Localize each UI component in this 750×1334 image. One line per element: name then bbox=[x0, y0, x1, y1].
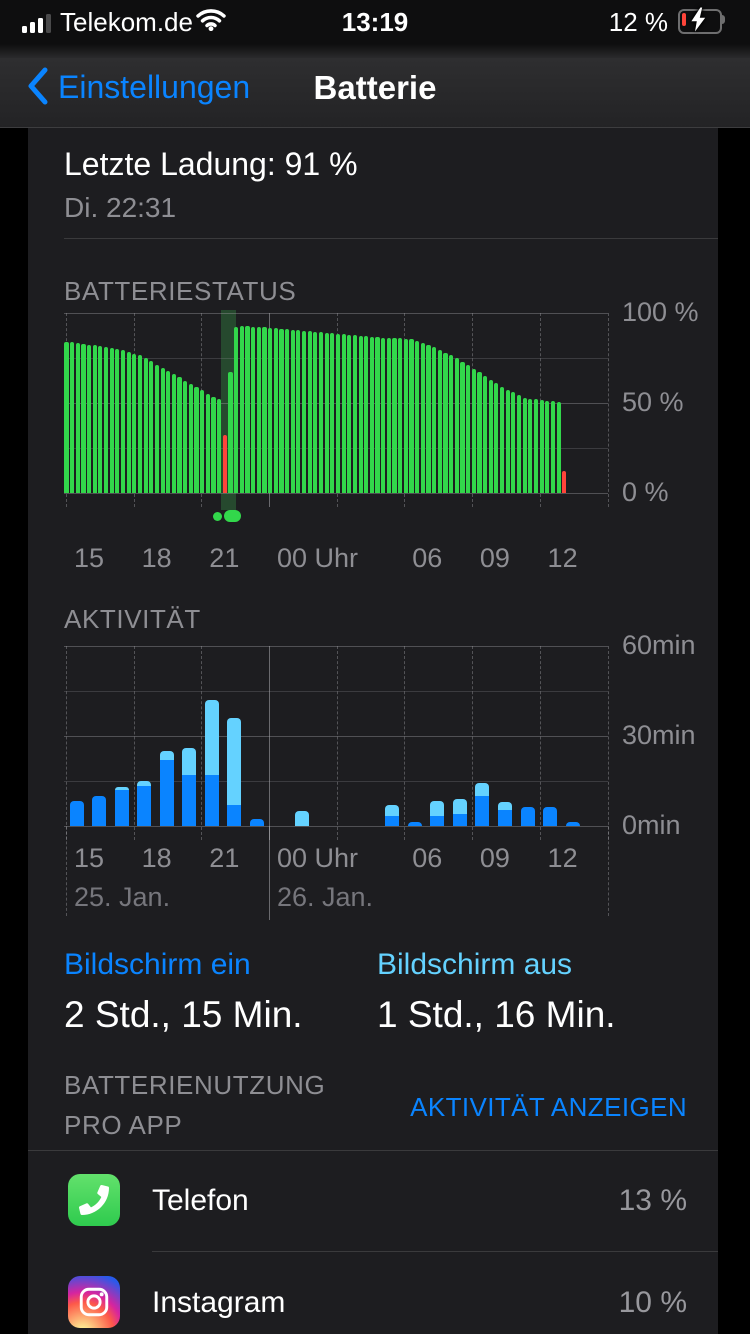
app-usage-list: Telefon 13 % Instagram 10 % bbox=[0, 1150, 750, 1334]
instagram-icon-badge bbox=[68, 1276, 120, 1328]
usage-title-line2: PRO APP bbox=[64, 1110, 183, 1140]
screen-on-label: Bildschirm ein bbox=[64, 948, 251, 981]
app-name: Instagram bbox=[152, 1286, 286, 1319]
section-divider bbox=[64, 238, 718, 239]
carrier-label: Telekom.de bbox=[60, 7, 193, 37]
last-charge-label: Letzte Ladung: 91 % bbox=[64, 146, 358, 182]
cellular-signal-icon bbox=[22, 14, 51, 33]
instagram-icon bbox=[79, 1287, 109, 1317]
screen-off-label: Bildschirm aus bbox=[377, 948, 573, 981]
content-panel bbox=[28, 128, 718, 1334]
battery-chart-title: BATTERIESTATUS bbox=[64, 276, 297, 306]
phone-icon-badge bbox=[68, 1174, 120, 1226]
page-title: Batterie bbox=[313, 69, 437, 106]
phone-icon bbox=[79, 1185, 109, 1215]
row-divider bbox=[152, 1251, 718, 1252]
nav-divider bbox=[0, 127, 750, 128]
last-charge-time: Di. 22:31 bbox=[64, 192, 177, 223]
app-name: Telefon bbox=[152, 1184, 249, 1217]
wifi-icon bbox=[196, 9, 226, 31]
screen-on-value: 2 Std., 15 Min. bbox=[64, 994, 303, 1035]
app-battery-percent: 13 % bbox=[618, 1184, 687, 1217]
app-row[interactable]: Telefon 13 % bbox=[28, 1150, 718, 1252]
clock-label: 13:19 bbox=[341, 7, 409, 37]
back-button[interactable]: Einstellungen bbox=[58, 69, 251, 105]
app-battery-percent: 10 % bbox=[618, 1286, 687, 1319]
app-row[interactable]: Instagram 10 % bbox=[28, 1252, 718, 1334]
show-activity-button[interactable]: AKTIVITÄT ANZEIGEN bbox=[410, 1092, 687, 1122]
battery-fill bbox=[682, 13, 686, 26]
battery-percent-label: 12 % bbox=[608, 7, 668, 37]
battery-cap bbox=[722, 15, 725, 24]
activity-chart-title: AKTIVITÄT bbox=[64, 604, 201, 634]
screen-off-value: 1 Std., 16 Min. bbox=[377, 994, 616, 1035]
nav-bar bbox=[0, 58, 750, 128]
list-top-divider bbox=[28, 1150, 718, 1151]
usage-title-line1: BATTERIENUTZUNG bbox=[64, 1070, 326, 1100]
charging-bolt-icon bbox=[691, 7, 706, 32]
back-chevron-icon[interactable] bbox=[24, 66, 50, 106]
header-blend bbox=[0, 44, 750, 60]
